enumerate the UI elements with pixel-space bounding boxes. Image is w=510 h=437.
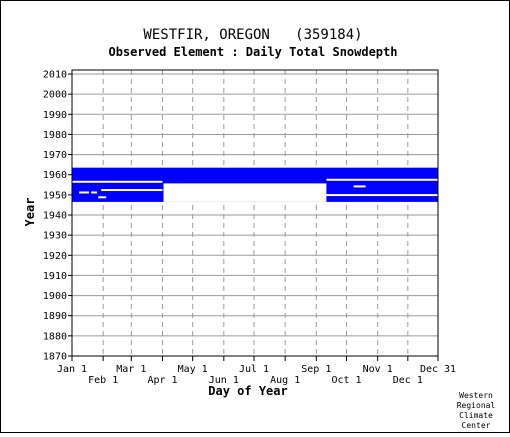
- x-tick-label: Sep 1: [301, 364, 331, 375]
- missing-data-strip: [79, 191, 90, 194]
- y-tick-label: 1880: [43, 331, 67, 342]
- x-tick-label: Dec 31: [420, 364, 456, 375]
- x-tick-label: Jun 1: [209, 375, 239, 386]
- credit-line-3: Climate: [459, 411, 493, 420]
- y-tick-label: 1920: [43, 251, 67, 262]
- y-tick-label: 1900: [43, 291, 67, 302]
- credit-line-4: Center: [462, 421, 491, 430]
- x-tick-label: Jan 1: [57, 364, 87, 375]
- y-tick-label: 1960: [43, 170, 67, 181]
- credit-block: Western Regional Climate Center: [457, 391, 496, 430]
- y-tick-label: 2000: [43, 90, 67, 101]
- plot-border: [71, 69, 439, 357]
- missing-data-strip: [326, 178, 438, 181]
- y-tick-label: 2010: [43, 70, 67, 81]
- x-tick-label: Dec 1: [393, 375, 423, 386]
- y-tick-label: 1890: [43, 311, 67, 322]
- y-tick-label: 1970: [43, 150, 67, 161]
- y-tick-label: 1990: [43, 110, 67, 121]
- y-tick-label: 1910: [43, 271, 67, 282]
- missing-data-strip: [72, 180, 163, 183]
- y-tick-label: 1870: [43, 352, 67, 363]
- x-tick-label: Aug 1: [270, 375, 300, 386]
- chart-subtitle: Observed Element : Daily Total Snowdepth: [109, 45, 398, 59]
- y-tick-label: 1940: [43, 211, 67, 222]
- y-tick-label: 1980: [43, 130, 67, 141]
- x-tick-label: Feb 1: [88, 375, 118, 386]
- x-tick-label: Apr 1: [147, 375, 177, 386]
- y-tick-label: 1930: [43, 231, 67, 242]
- credit-line-2: Regional: [457, 401, 496, 410]
- x-tick-label: Mar 1: [116, 364, 146, 375]
- missing-data-strip: [91, 191, 98, 194]
- x-tick-label: Oct 1: [331, 375, 361, 386]
- x-tick-label: Jul 1: [239, 364, 269, 375]
- missing-data-strip: [353, 185, 366, 188]
- missing-data-strip: [326, 194, 438, 197]
- plot-area: 1870 1880 1890 1900 1910 1920 1930 1940 1950 1960…: [43, 69, 456, 386]
- chart-title: WESTFIR, OREGON (359184): [143, 27, 362, 43]
- missing-data-strip: [98, 196, 107, 199]
- missing-data-block: [163, 183, 327, 202]
- y-tick-label: 1950: [43, 190, 67, 201]
- x-axis-label: Day of Year: [208, 384, 287, 398]
- credit-line-1: Western: [459, 391, 493, 400]
- missing-data-strip: [101, 189, 163, 192]
- x-tick-label: May 1: [178, 364, 208, 375]
- x-tick-label: Nov 1: [363, 364, 393, 375]
- y-axis-label: Year: [23, 198, 37, 227]
